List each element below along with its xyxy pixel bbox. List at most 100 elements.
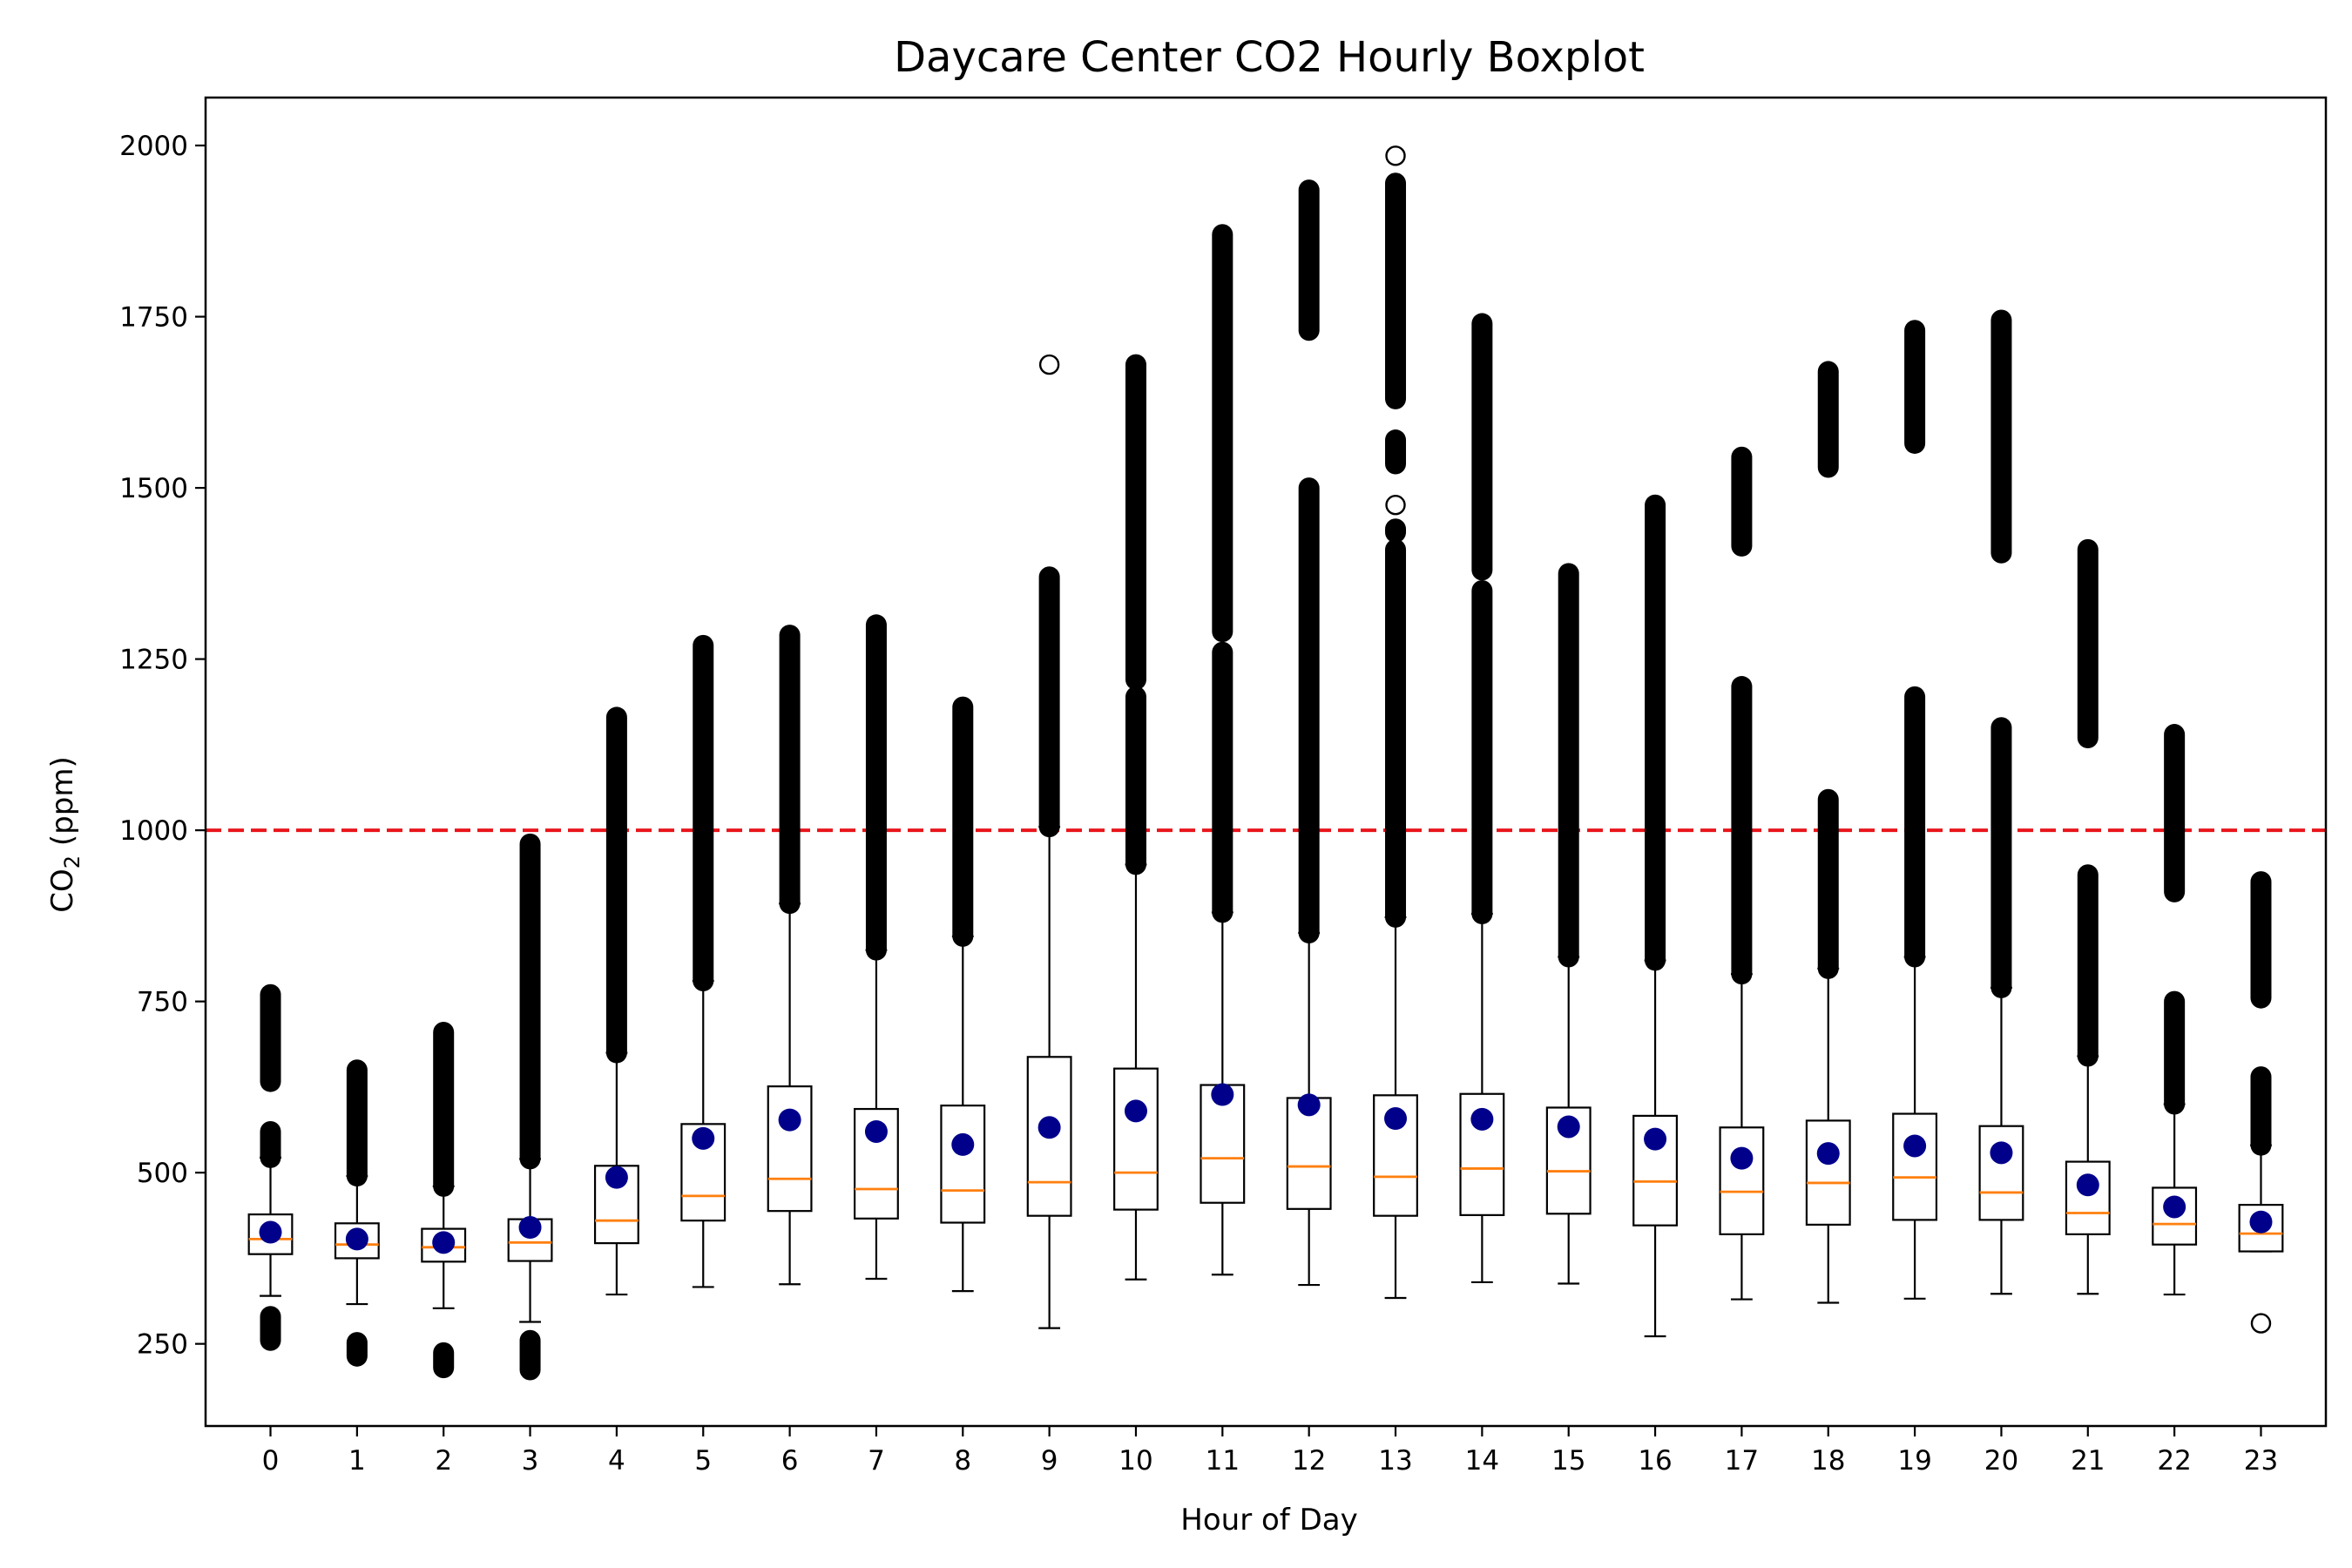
flier-point bbox=[1385, 495, 1406, 516]
x-tick-label: 9 bbox=[1041, 1445, 1058, 1477]
x-tick-label: 14 bbox=[1465, 1445, 1499, 1477]
flier-cluster bbox=[1385, 429, 1407, 475]
mean-marker bbox=[2076, 1173, 2099, 1197]
flier-cluster bbox=[519, 1329, 541, 1381]
flier-cluster bbox=[260, 983, 281, 1092]
box-hour-19 bbox=[1892, 320, 1938, 1300]
y-tick-label: 1500 bbox=[119, 473, 188, 504]
iqr-box bbox=[1892, 1112, 1938, 1221]
fliers bbox=[1125, 354, 1146, 875]
x-tick-label: 0 bbox=[262, 1445, 280, 1477]
box-hour-13 bbox=[1373, 145, 1418, 1300]
fliers bbox=[605, 706, 627, 1064]
x-tick-label: 3 bbox=[522, 1445, 539, 1477]
flier-cluster bbox=[433, 1022, 455, 1197]
box-hour-22 bbox=[2152, 724, 2198, 1296]
x-tick-label: 2 bbox=[435, 1445, 452, 1477]
x-tick-label: 16 bbox=[1638, 1445, 1672, 1477]
fliers bbox=[865, 614, 887, 961]
mean-marker bbox=[259, 1220, 282, 1244]
box-hour-21 bbox=[2065, 538, 2111, 1295]
plot-area bbox=[206, 145, 2326, 1381]
x-tick-label: 19 bbox=[1897, 1445, 1931, 1477]
flier-cluster bbox=[1471, 313, 1493, 581]
fliers bbox=[260, 983, 281, 1351]
iqr-box bbox=[854, 1107, 899, 1220]
fliers bbox=[693, 634, 714, 992]
flier-cluster bbox=[1904, 320, 1926, 454]
flier-cluster bbox=[693, 634, 714, 992]
box-hour-20 bbox=[1978, 309, 2024, 1295]
iqr-box bbox=[767, 1085, 813, 1213]
flier-cluster bbox=[1645, 494, 1666, 971]
y-axis-title-prefix: CO bbox=[45, 868, 80, 913]
flier-cluster bbox=[1817, 788, 1839, 979]
flier-cluster bbox=[1817, 361, 1839, 478]
box-hour-6 bbox=[767, 625, 813, 1286]
x-tick-label: 17 bbox=[1725, 1445, 1759, 1477]
flier-cluster bbox=[519, 833, 541, 1170]
x-tick-label: 8 bbox=[954, 1445, 971, 1477]
iqr-box bbox=[1459, 1092, 1505, 1216]
y-axis-title-suffix: (ppm) bbox=[45, 756, 80, 855]
box-hour-2 bbox=[421, 1022, 467, 1379]
flier-cluster bbox=[1125, 354, 1146, 691]
mean-marker bbox=[1644, 1127, 1667, 1151]
iqr-box bbox=[2238, 1203, 2284, 1253]
flier-cluster bbox=[605, 706, 627, 1064]
mean-marker bbox=[1557, 1115, 1580, 1139]
y-tick-label: 750 bbox=[137, 987, 188, 1018]
flier-cluster bbox=[2164, 724, 2186, 902]
mean-marker bbox=[2249, 1210, 2273, 1233]
x-tick-label: 4 bbox=[608, 1445, 625, 1477]
mean-marker bbox=[1037, 1116, 1061, 1139]
x-tick-label: 13 bbox=[1378, 1445, 1412, 1477]
box-hour-23 bbox=[2238, 871, 2284, 1334]
fliers bbox=[1990, 309, 2012, 998]
box-hour-1 bbox=[334, 1059, 380, 1367]
box-hour-0 bbox=[247, 983, 294, 1351]
mean-marker bbox=[1470, 1107, 1494, 1131]
y-axis-title-subscript: 2 bbox=[60, 855, 84, 868]
iqr-box bbox=[247, 1213, 294, 1255]
x-tick-label: 21 bbox=[2071, 1445, 2105, 1477]
iqr-box bbox=[1373, 1094, 1418, 1217]
box-hour-17 bbox=[1719, 446, 1765, 1301]
fliers bbox=[1038, 354, 1060, 838]
flier-cluster bbox=[865, 614, 887, 961]
flier-cluster bbox=[260, 1120, 281, 1168]
mean-marker bbox=[2163, 1195, 2186, 1219]
mean-marker bbox=[1816, 1142, 1840, 1166]
box-hour-14 bbox=[1459, 313, 1505, 1284]
mean-marker bbox=[1730, 1146, 1754, 1170]
fliers bbox=[779, 625, 801, 915]
mean-marker bbox=[1124, 1099, 1147, 1123]
iqr-box bbox=[1113, 1067, 1159, 1211]
y-axis-title: CO2 (ppm) bbox=[45, 756, 84, 912]
box-hour-12 bbox=[1286, 179, 1332, 1287]
x-tick-label: 6 bbox=[781, 1445, 799, 1477]
x-tick-label: 1 bbox=[348, 1445, 366, 1477]
box-hour-18 bbox=[1805, 361, 1851, 1304]
fliers bbox=[1558, 563, 1579, 968]
mean-marker bbox=[951, 1132, 975, 1156]
flier-cluster bbox=[346, 1332, 368, 1367]
iqr-box bbox=[421, 1227, 467, 1263]
fliers bbox=[433, 1022, 455, 1379]
iqr-box bbox=[1632, 1114, 1678, 1227]
fliers bbox=[2077, 538, 2099, 1067]
fliers bbox=[1212, 224, 1233, 923]
fliers bbox=[1385, 145, 1407, 928]
fliers bbox=[1298, 179, 1320, 944]
flier-cluster bbox=[2250, 871, 2272, 1009]
box-hour-16 bbox=[1632, 494, 1678, 1338]
mean-marker bbox=[605, 1166, 628, 1189]
x-tick-label: 7 bbox=[868, 1445, 885, 1477]
iqr-box bbox=[2152, 1186, 2198, 1246]
mean-marker bbox=[518, 1216, 542, 1240]
flier-cluster bbox=[1212, 641, 1233, 923]
mean-marker bbox=[1211, 1083, 1234, 1106]
flier-cluster bbox=[1125, 686, 1146, 875]
fliers bbox=[952, 696, 974, 947]
